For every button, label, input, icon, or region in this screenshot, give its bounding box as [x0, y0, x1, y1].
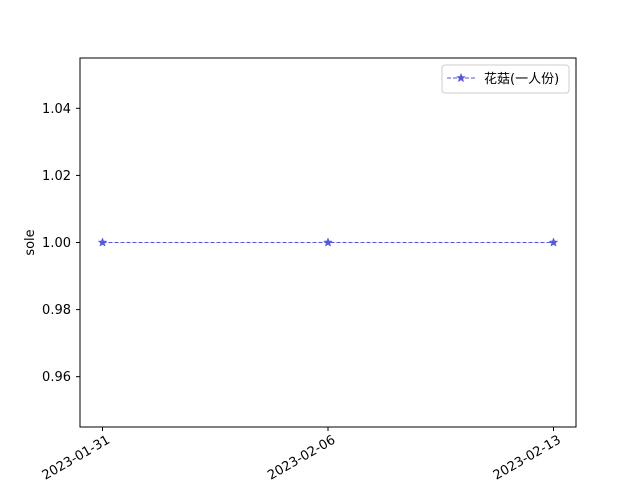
legend-star-marker-icon: [456, 72, 466, 83]
data-point-star-marker: [323, 237, 333, 247]
series-layer: [97, 237, 559, 247]
y-tick-label: 0.98: [42, 303, 71, 318]
data-point-star-marker: [548, 237, 559, 247]
legend-entry-label: 花菇(一人份): [484, 71, 559, 87]
legend: 花菇(一人份): [441, 64, 570, 94]
y-tick-label: 1.00: [42, 236, 71, 251]
data-point-star-marker: [97, 237, 108, 247]
y-tick-label: 0.96: [42, 370, 71, 385]
y-axis-ticks: 0.96 0.98 1.00 1.02 1.04: [42, 102, 80, 385]
legend-box: [441, 64, 570, 94]
y-tick-label: 1.04: [42, 102, 71, 117]
plot-frame: [79, 57, 577, 428]
y-axis-label: sole: [23, 229, 38, 255]
y-tick-label: 1.02: [42, 169, 71, 184]
